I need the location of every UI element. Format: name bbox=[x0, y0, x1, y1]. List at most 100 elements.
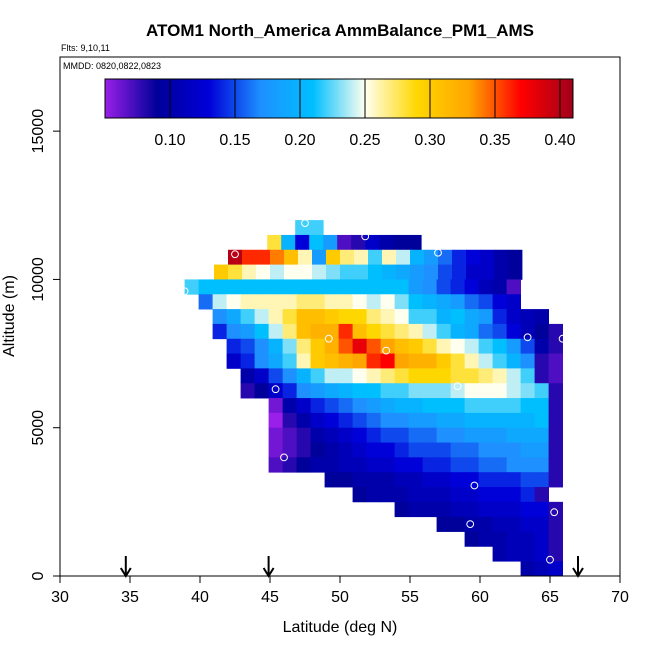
heatmap-cell bbox=[338, 472, 353, 488]
y-tick-label: 5000 bbox=[30, 410, 47, 446]
x-tick-label: 50 bbox=[331, 589, 349, 606]
y-tick-label: 0 bbox=[30, 571, 47, 580]
heatmap-cell bbox=[324, 427, 339, 443]
heatmap-cell bbox=[436, 472, 451, 488]
heatmap-cell bbox=[534, 561, 549, 577]
heatmap-cell bbox=[436, 353, 451, 369]
colorbar-tick-label: 0.10 bbox=[154, 132, 185, 149]
x-tick-label: 30 bbox=[51, 589, 69, 606]
heatmap-cell bbox=[436, 457, 451, 473]
heatmap-cell bbox=[422, 398, 437, 414]
heatmap-cell bbox=[184, 279, 199, 295]
heatmap-cell bbox=[254, 353, 269, 369]
heatmap-cell bbox=[492, 309, 507, 325]
heatmap-cell bbox=[492, 457, 507, 473]
heatmap-cell bbox=[548, 442, 563, 458]
heatmap-cell bbox=[394, 294, 409, 310]
heatmap-cell bbox=[338, 412, 353, 429]
heatmap-cell bbox=[422, 294, 437, 310]
heatmap-cell bbox=[326, 249, 341, 265]
heatmap-cell bbox=[464, 442, 479, 458]
heatmap-cell bbox=[548, 383, 563, 399]
heatmap-cell bbox=[366, 368, 381, 384]
heatmap-cell bbox=[492, 398, 507, 414]
heatmap-cell bbox=[408, 487, 423, 503]
heatmap-cell bbox=[240, 309, 255, 325]
y-axis: 0 5000 10000 15000 bbox=[30, 109, 60, 580]
heatmap-cell bbox=[212, 294, 227, 310]
heatmap-cell bbox=[242, 249, 257, 265]
x-tick-label: 70 bbox=[611, 589, 629, 606]
heatmap-cell bbox=[212, 323, 227, 340]
colorbar: 0.10 0.15 0.20 0.25 0.30 0.35 0.40 bbox=[104, 78, 576, 149]
heatmap-cell bbox=[296, 442, 311, 458]
heatmap-cell bbox=[450, 398, 465, 414]
heatmap-cell bbox=[296, 368, 311, 384]
heatmap-cell bbox=[366, 427, 381, 443]
heatmap-cell bbox=[492, 516, 507, 532]
heatmap-cell bbox=[324, 353, 339, 369]
heatmap-cell bbox=[520, 323, 535, 340]
heatmap-cell bbox=[506, 501, 521, 518]
heatmap-cell bbox=[394, 412, 409, 429]
heatmap-cell bbox=[212, 309, 227, 325]
heatmap-cell bbox=[508, 249, 523, 265]
heatmap-cell bbox=[282, 412, 297, 429]
heatmap-cell bbox=[408, 353, 423, 369]
heatmap-cells bbox=[184, 220, 563, 577]
heatmap-cell bbox=[366, 457, 381, 473]
heatmap-cell bbox=[226, 353, 241, 369]
arrow-head bbox=[572, 567, 584, 578]
heatmap-cell bbox=[464, 338, 479, 354]
heatmap-cell bbox=[520, 546, 535, 562]
heatmap-cell bbox=[380, 442, 395, 458]
heatmap-cell bbox=[324, 383, 339, 399]
heatmap-cell bbox=[352, 442, 367, 458]
heatmap-cell bbox=[228, 264, 243, 280]
heatmap-cell bbox=[464, 279, 479, 295]
heatmap-cell bbox=[520, 531, 535, 547]
heatmap-cell bbox=[254, 323, 269, 340]
heatmap-cell bbox=[267, 234, 282, 251]
heatmap-cell bbox=[436, 487, 451, 503]
heatmap-cell bbox=[450, 368, 465, 384]
heatmap-cell bbox=[520, 338, 535, 354]
heatmap-cell bbox=[492, 427, 507, 443]
heatmap-cell bbox=[478, 501, 493, 518]
heatmap-cell bbox=[365, 234, 380, 251]
heatmap-cell bbox=[452, 264, 467, 280]
heatmap-cell bbox=[296, 353, 311, 369]
heatmap-cell bbox=[226, 279, 241, 295]
track-marker bbox=[280, 453, 288, 462]
heatmap-cell bbox=[309, 220, 324, 236]
heatmap-cell bbox=[408, 279, 423, 295]
heatmap-cell bbox=[506, 472, 521, 488]
heatmap-cell bbox=[548, 338, 563, 354]
heatmap-cell bbox=[352, 323, 367, 340]
heatmap-cell bbox=[422, 487, 437, 503]
heatmap-cell bbox=[466, 264, 481, 280]
heatmap-cell bbox=[480, 264, 495, 280]
heatmap-cell bbox=[422, 501, 437, 518]
heatmap-cell bbox=[520, 412, 535, 429]
heatmap-cell bbox=[436, 412, 451, 429]
colorbar-tick-label: 0.40 bbox=[544, 132, 575, 149]
heatmap-cell bbox=[340, 249, 355, 265]
heatmap-cell bbox=[520, 561, 535, 577]
heatmap-cell bbox=[296, 427, 311, 443]
heatmap-cell bbox=[478, 323, 493, 340]
heatmap-cell bbox=[338, 323, 353, 340]
heatmap-cell bbox=[424, 264, 439, 280]
heatmap-cell bbox=[394, 279, 409, 295]
heatmap-cell bbox=[492, 472, 507, 488]
heatmap-cell bbox=[338, 279, 353, 295]
heatmap-cell bbox=[338, 398, 353, 414]
heatmap-cell bbox=[256, 264, 271, 280]
heatmap-cell bbox=[452, 249, 467, 265]
heatmap-cell bbox=[492, 546, 507, 562]
heatmap-cell bbox=[240, 294, 255, 310]
heatmap-cell bbox=[506, 487, 521, 503]
heatmap-cell bbox=[548, 398, 563, 414]
heatmap-cell bbox=[478, 309, 493, 325]
heatmap-cell bbox=[424, 249, 439, 265]
